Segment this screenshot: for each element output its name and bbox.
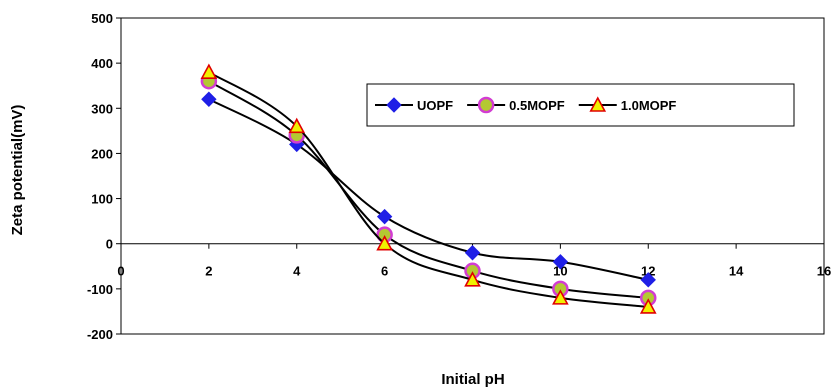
data-point <box>201 91 217 107</box>
legend-item: 0.5MOPF <box>467 96 565 114</box>
data-point <box>639 298 657 314</box>
y-tick-label: 400 <box>91 56 113 71</box>
data-point <box>640 272 656 288</box>
data-point <box>464 271 481 287</box>
x-tick-label: 12 <box>641 264 655 279</box>
legend-marker <box>477 96 495 114</box>
y-tick-label: 300 <box>91 101 113 116</box>
y-tick-label: -200 <box>87 327 113 342</box>
legend: UOPF 0.5MOPF 1.0MOPF <box>366 83 795 127</box>
x-tick-label: 10 <box>553 264 567 279</box>
x-tick-label: 0 <box>117 264 124 279</box>
x-tick-label: 6 <box>381 264 388 279</box>
x-tick-label: 14 <box>729 264 744 279</box>
x-tick-label: 4 <box>293 264 301 279</box>
data-point <box>200 63 218 79</box>
data-point <box>376 208 393 225</box>
y-tick-label: 500 <box>91 11 113 26</box>
legend-label: UOPF <box>417 98 453 113</box>
legend-item: 1.0MOPF <box>578 96 677 113</box>
y-axis-title: Zeta potential(mV) <box>9 105 26 236</box>
legend-label: 1.0MOPF <box>621 98 677 113</box>
axes: -200-10001002003004005000246810121416 <box>87 11 831 342</box>
y-tick-label: 200 <box>91 146 113 161</box>
data-point <box>552 254 569 270</box>
x-tick-label: 2 <box>205 264 212 279</box>
x-axis-title: Initial pH <box>441 371 504 388</box>
x-tick-label: 16 <box>817 264 831 279</box>
data-point <box>464 245 481 261</box>
legend-marker <box>386 97 402 113</box>
series-line <box>208 98 649 281</box>
y-tick-label: 0 <box>106 237 113 252</box>
series-layer <box>200 63 657 314</box>
y-tick-label: -100 <box>87 282 113 297</box>
series-1-0mopf <box>200 63 657 314</box>
legend-marker <box>589 96 607 112</box>
data-point <box>376 235 393 251</box>
data-point <box>288 117 306 134</box>
y-tick-label: 100 <box>91 192 113 207</box>
legend-label: 0.5MOPF <box>509 98 565 113</box>
data-point <box>552 289 569 305</box>
legend-item: UOPF <box>375 97 453 113</box>
